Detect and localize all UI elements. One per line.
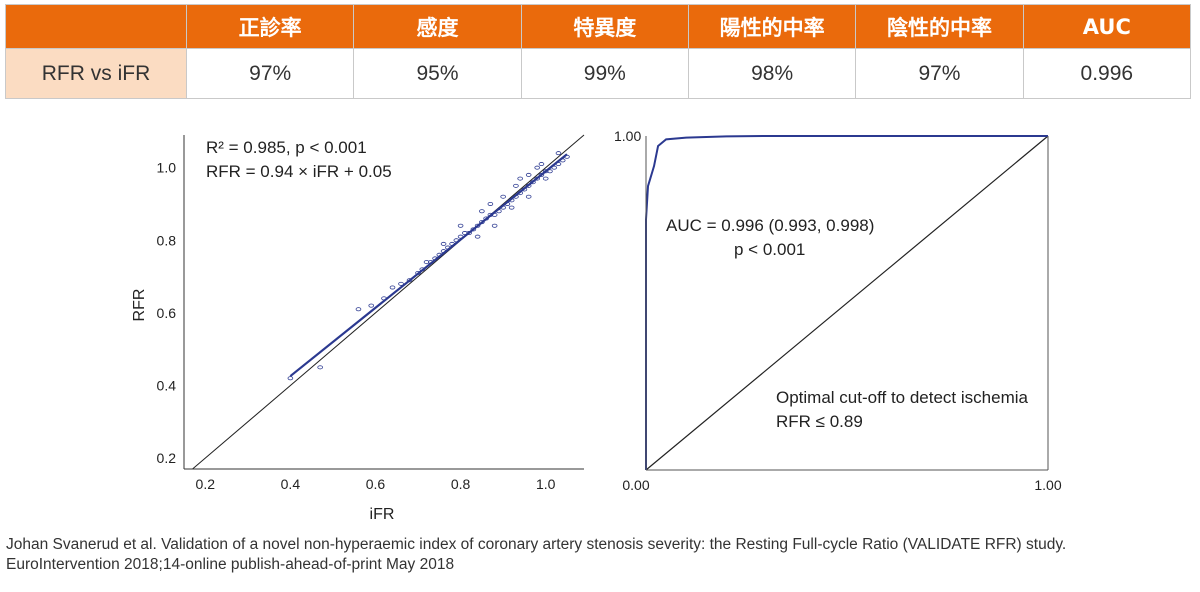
roc-xtick-0: 0.00 [622, 477, 649, 493]
scatter-point [355, 307, 362, 312]
header-accuracy: 正診率 [185, 4, 355, 49]
auc-annotation: AUC = 0.996 (0.993, 0.998) [666, 216, 874, 235]
y-tick-label: 0.8 [157, 232, 177, 248]
equation-annotation: RFR = 0.94 × iFR + 0.05 [206, 162, 392, 181]
r2-annotation: R² = 0.985, p < 0.001 [206, 138, 367, 157]
x-axis-label: iFR [370, 506, 395, 523]
cell-accuracy: 97% [185, 48, 355, 99]
scatter-point [389, 285, 396, 290]
scatter-point [525, 194, 532, 199]
header-ppv: 陽性的中率 [687, 4, 857, 49]
scatter-point [542, 176, 549, 181]
x-tick-label: 0.8 [451, 476, 471, 492]
scatter-point [423, 260, 430, 265]
scatter-point [440, 241, 447, 246]
stats-data-row: RFR vs iFR 97% 95% 99% 98% 97% 0.996 [5, 48, 1192, 99]
scatter-point [538, 162, 545, 167]
scatter-point [534, 165, 540, 170]
cutoff-annotation: Optimal cut-off to detect ischemia [776, 388, 1029, 407]
scatter-point [508, 205, 515, 210]
scatter-point [491, 223, 498, 228]
header-blank [5, 4, 187, 49]
citation-line-2: EuroIntervention 2018;14-online publish-… [6, 556, 455, 573]
scatter-point [479, 209, 485, 214]
roc-ytick-1: 1.00 [614, 128, 641, 144]
x-tick-label: 1.0 [536, 476, 556, 492]
header-npv: 陰性的中率 [855, 4, 1024, 49]
scatter-point [470, 227, 477, 232]
citation: Johan Svanerud et al. Validation of a no… [6, 535, 1066, 575]
scatter-point [474, 223, 481, 228]
scatter-point [517, 176, 523, 181]
x-tick-label: 0.6 [366, 476, 386, 492]
y-tick-label: 0.6 [157, 305, 177, 321]
scatter-point [317, 365, 323, 370]
scatter-point [500, 194, 506, 199]
scatter-point [525, 172, 532, 177]
citation-line-1: Johan Svanerud et al. Validation of a no… [6, 536, 1067, 553]
identity-line [192, 134, 585, 470]
roc-curve [645, 135, 1048, 470]
y-axis-label: RFR [131, 289, 148, 322]
row-label: RFR vs iFR [5, 48, 187, 99]
roc-plot: 1.00 0.00 1.00 AUC = 0.996 (0.993, 0.998… [614, 128, 1062, 493]
scatter-point [398, 281, 404, 286]
y-tick-label: 0.4 [157, 378, 177, 394]
scatter-plot: 0.2 0.4 0.6 0.8 1.0 0.2 0.4 0.6 0.8 1.0 R² = 0.98… [131, 134, 585, 523]
roc-diagonal [645, 135, 1049, 471]
stats-header-row: 正診率 感度 特異度 陽性的中率 陰性的中率 AUC [5, 4, 1192, 49]
cell-ppv: 98% [687, 48, 857, 99]
cell-npv: 97% [855, 48, 1024, 99]
y-tick-label: 1.0 [157, 160, 177, 176]
scatter-point [287, 376, 294, 381]
y-tick-label: 0.2 [157, 450, 177, 466]
scatter-point [555, 151, 562, 156]
roc-xtick-1: 1.00 [1034, 477, 1061, 493]
cutoff-value-annotation: RFR ≤ 0.89 [776, 412, 863, 431]
scatter-point [513, 183, 519, 188]
header-sensitivity: 感度 [353, 4, 522, 49]
scatter-point [474, 234, 481, 239]
scatter-point [542, 169, 549, 174]
scatter-point [457, 223, 464, 228]
header-specificity: 特異度 [520, 4, 689, 49]
scatter-point [368, 303, 375, 308]
header-auc: AUC [1022, 4, 1192, 49]
cell-sensitivity: 95% [353, 48, 522, 99]
scatter-point [547, 169, 553, 174]
regression-line [289, 153, 568, 377]
x-tick-label: 0.2 [196, 476, 216, 492]
x-tick-label: 0.4 [281, 476, 301, 492]
scatter-point [487, 201, 494, 206]
p-annotation: p < 0.001 [734, 240, 805, 259]
stats-table: 正診率 感度 特異度 陽性的中率 陰性的中率 AUC RFR vs iFR 97… [5, 4, 1192, 99]
cell-specificity: 99% [520, 48, 689, 99]
cell-auc: 0.996 [1022, 48, 1192, 99]
